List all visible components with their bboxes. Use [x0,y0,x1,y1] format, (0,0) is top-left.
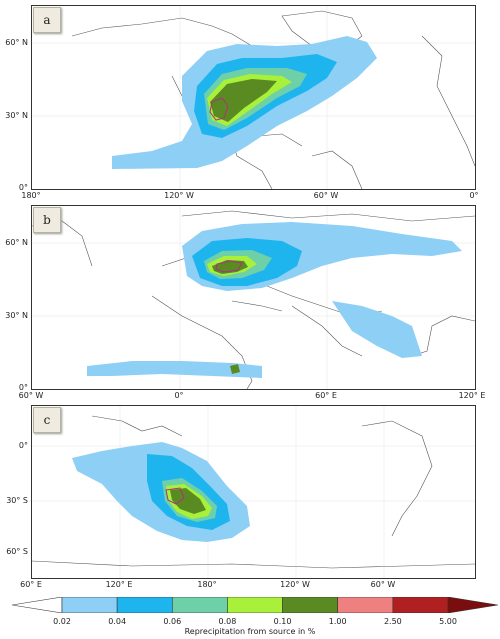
source-region-c [165,487,185,505]
lon-label: 120° W [164,191,194,200]
lon-label: 120° E [458,391,486,400]
source-region-b [215,260,243,273]
panel-letter-c: c [33,407,61,433]
panel-b: b 60° N 30° N 0° 60° W 0° 60° E 120° E [0,205,500,405]
lon-label: 120° W [280,580,310,589]
lon-label: 0° [174,391,184,400]
lon-label: 180° [197,580,217,589]
colorbar-segment [392,597,449,613]
lat-label: 60° N [5,238,28,247]
lon-label: 60° E [315,391,337,400]
colorbar-segment [227,597,283,613]
colorbar-segment [282,597,339,613]
colorbar-tick-label: 5.00 [439,617,457,626]
lon-label: 120° E [105,580,133,589]
coastline-c [32,415,475,569]
map-c [31,405,476,579]
colorbar-tick-label: 2.50 [383,617,402,626]
plume-b-olive-spot [230,364,240,374]
colorbar-title: Reprecipitation from source in % [184,627,316,636]
colorbar-segment [12,597,63,613]
lat-label: 0° [18,383,28,392]
colorbar-tick-label: 1.00 [328,617,347,626]
map-a [31,5,476,190]
colorbar-tick-label: 0.06 [163,617,182,626]
colorbar-segment [337,597,394,613]
map-b-canvas [32,206,475,389]
source-region-a [209,97,229,121]
lat-label: 30° N [5,311,28,320]
lon-label: 0° [469,191,479,200]
lat-label: 30° S [6,496,28,505]
lat-label: 60° S [6,547,28,556]
map-c-canvas [32,406,475,578]
colorbar-tick-label: 0.10 [273,617,292,626]
lon-label: 60° W [18,391,44,400]
map-b [31,205,476,390]
lat-label: 60° N [5,38,28,47]
plume-b-lightblue-tail [332,301,422,358]
colorbar-segment [447,597,498,613]
colorbar-tick-label: 0.04 [108,617,127,626]
map-a-canvas [32,6,475,189]
lon-label: 60° W [370,580,396,589]
colorbar-tick-label: 0.08 [218,617,237,626]
panel-a: a 60° N 30° N 0° 180° 120° W 60° W 0° [0,0,500,200]
colorbar-tick-label: 0.02 [53,617,71,626]
panel-letter-b: b [33,207,61,233]
colorbar-segment [61,597,118,613]
lat-label: 0° [18,183,28,192]
colorbar-segment [116,597,173,613]
panel-letter-a: a [33,7,61,33]
plume-c-olive [170,488,206,514]
colorbar-segment [171,597,228,613]
plume-b-africa-band [87,361,262,378]
panel-c: c 0° 30° S 60° S 60° E 120° E 180° 120° … [0,405,500,595]
lon-label: 180° [21,191,41,200]
colorbar [12,597,498,613]
lon-label: 60° E [20,580,42,589]
lat-label: 0° [18,441,28,450]
lat-label: 30° N [5,111,28,120]
lon-label: 60° W [313,191,339,200]
